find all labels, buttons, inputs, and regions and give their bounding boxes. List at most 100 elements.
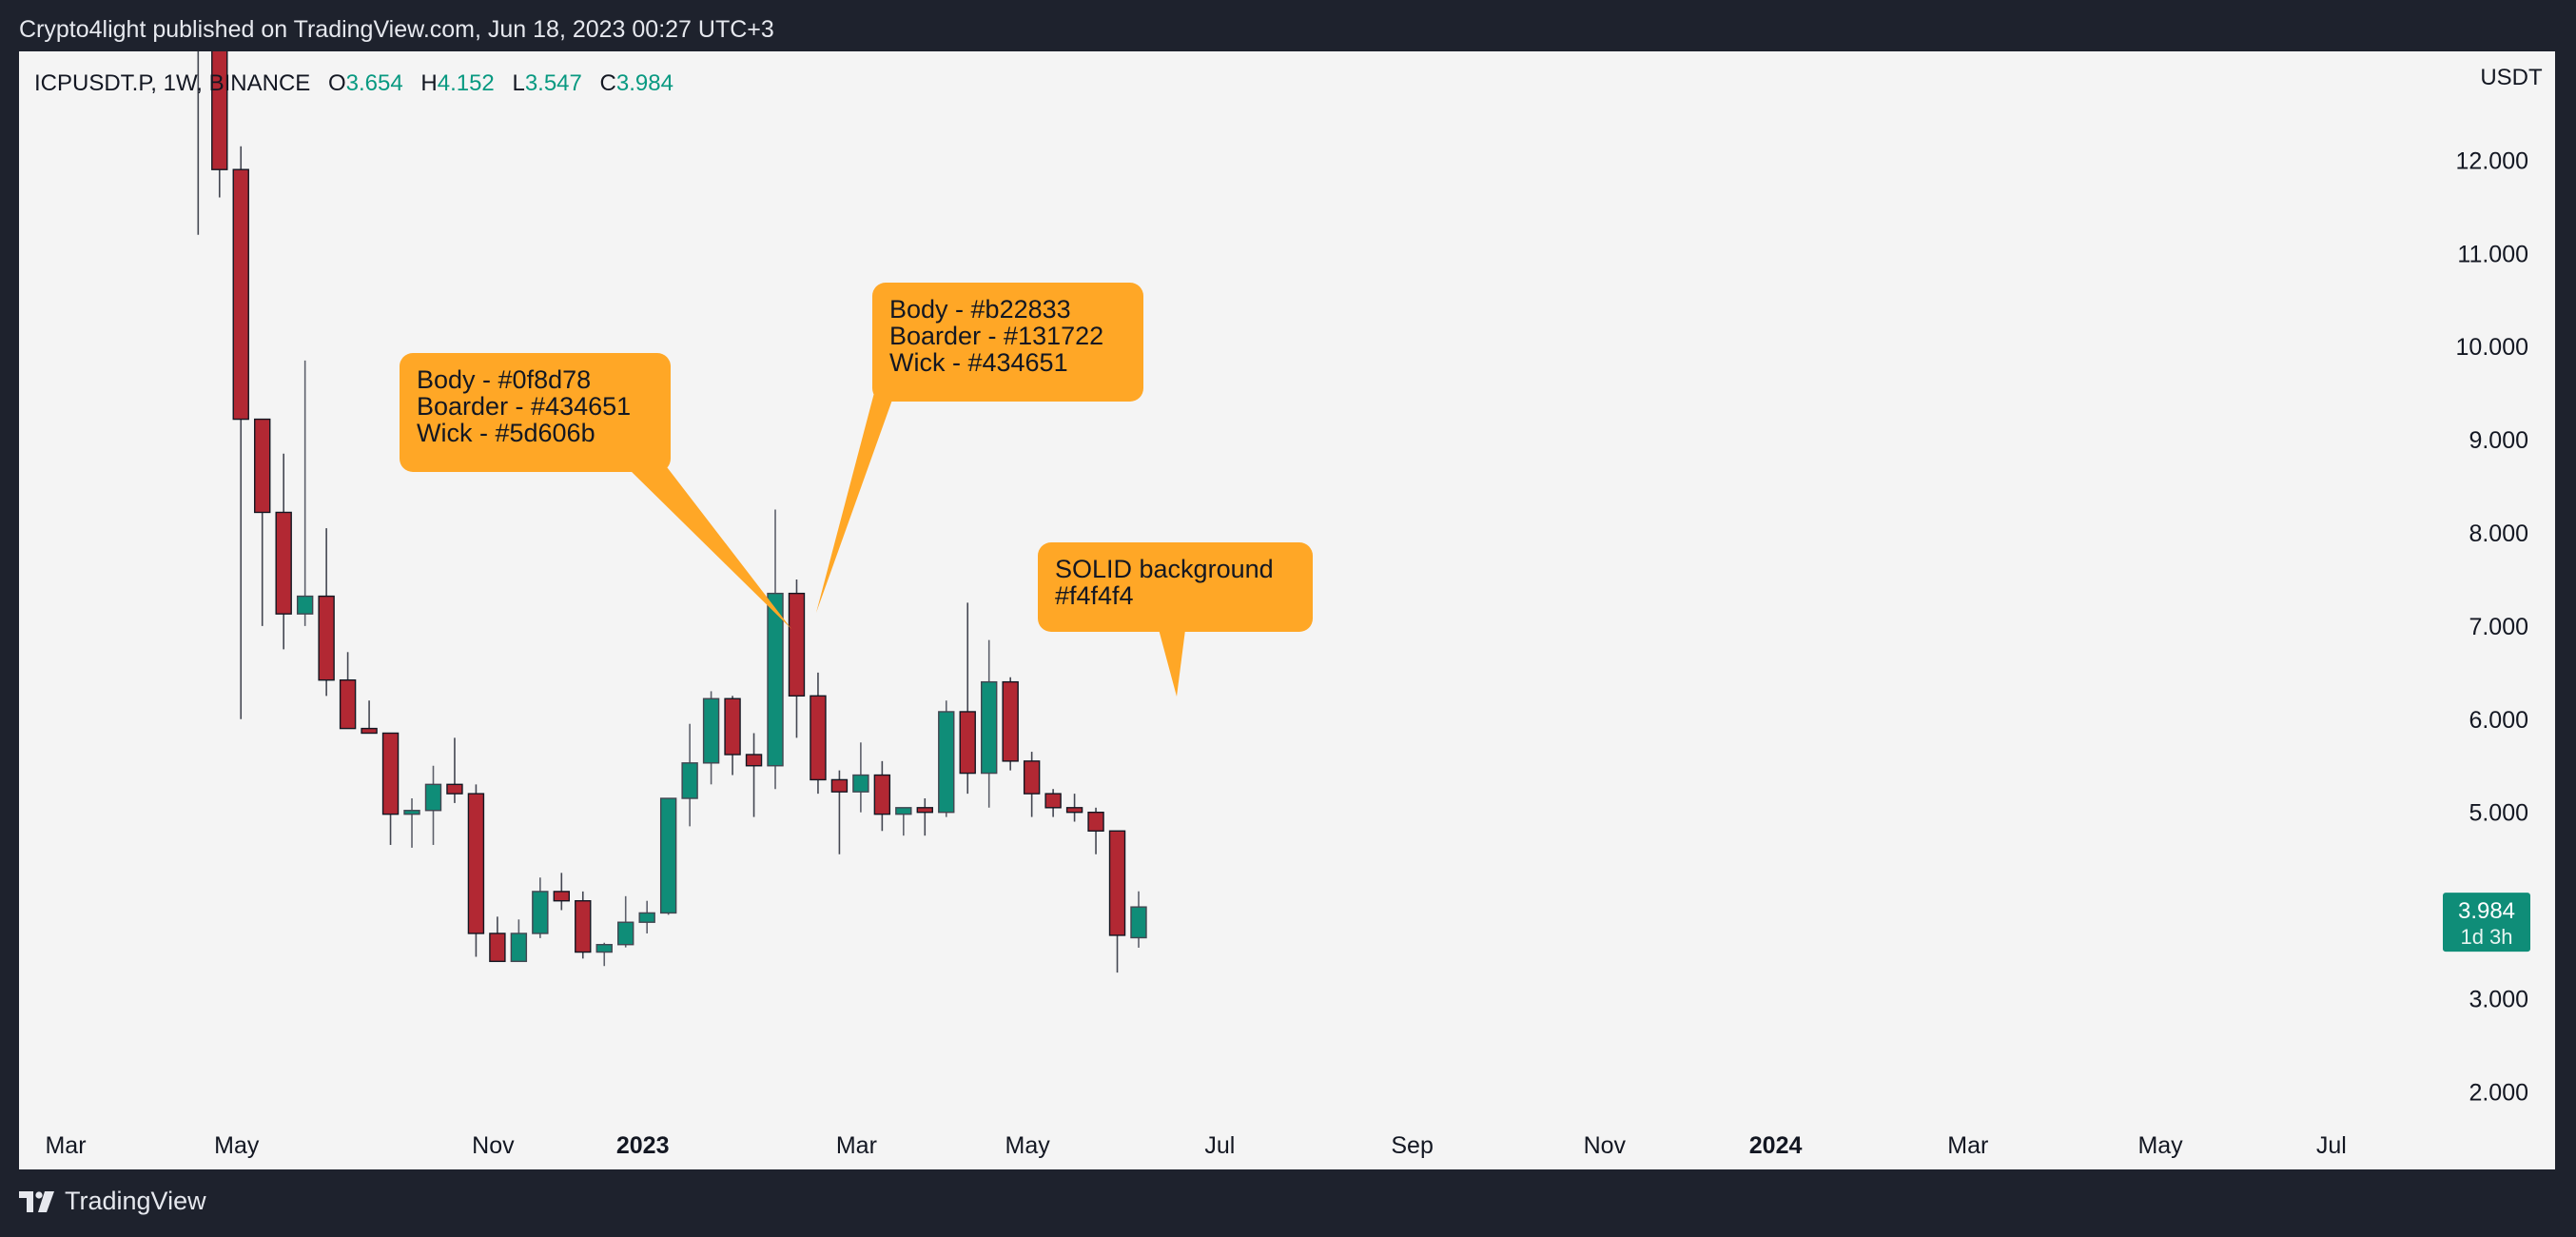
candle-body — [959, 711, 976, 775]
candle-body — [916, 807, 933, 814]
candle — [638, 900, 655, 933]
low-label: L — [512, 70, 525, 96]
candle-body — [702, 697, 720, 764]
publish-header: Crypto4light published on TradingView.co… — [0, 0, 2576, 51]
callout-text-line: SOLID background — [1055, 555, 1274, 583]
tradingview-logo[interactable]: TradingView — [19, 1187, 206, 1216]
candle — [1065, 794, 1083, 822]
candle-body — [446, 783, 463, 795]
candle — [830, 770, 849, 854]
candle-body — [830, 778, 849, 793]
price-tick-label: 10.000 — [2456, 334, 2528, 361]
price-tick-label: 5.000 — [2469, 800, 2528, 827]
price-tick-label: 8.000 — [2469, 520, 2528, 547]
callout-text-line: #f4f4f4 — [1055, 581, 1134, 610]
candle — [702, 691, 720, 785]
candle-body — [232, 168, 249, 421]
currency-label: USDT — [2480, 65, 2543, 90]
price-tick-label: 2.000 — [2469, 1079, 2528, 1106]
candle — [916, 798, 933, 836]
callout-text-line: Boarder - #434651 — [417, 392, 631, 421]
candle — [1108, 830, 1126, 973]
candle — [403, 798, 420, 848]
callout-text-line: Boarder - #131722 — [889, 322, 1103, 350]
candle-body — [339, 678, 357, 730]
candle — [361, 700, 378, 735]
chart-canvas[interactable]: USDT 12.000 11.000 10.000 9.000 8.000 7.000 6.… — [19, 51, 2555, 1169]
last-price-countdown: 1d 3h — [2460, 925, 2512, 949]
time-tick-label: Mar — [836, 1132, 877, 1159]
tradingview-logo-icon — [19, 1190, 54, 1212]
candle — [197, 51, 200, 235]
candle-body — [724, 697, 741, 756]
time-tick-label: Mar — [1947, 1132, 1988, 1159]
candle — [681, 723, 698, 827]
candle — [318, 528, 335, 697]
candle-body — [532, 891, 549, 934]
candle — [254, 418, 271, 626]
candle — [575, 891, 592, 959]
open-value: 3.654 — [345, 70, 403, 96]
publish-info: Crypto4light published on TradingView.co… — [19, 16, 774, 43]
candle-body — [617, 921, 634, 946]
last-price-value: 3.984 — [2458, 898, 2515, 924]
high-value: 4.152 — [437, 70, 495, 96]
symbol-legend: ICPUSDT.P, 1W, BINANCE O3.654 H4.152 L3.… — [34, 70, 685, 97]
candle-body — [873, 774, 891, 815]
candle — [510, 919, 528, 963]
candle — [446, 737, 463, 803]
candle — [617, 895, 634, 948]
candle — [1130, 891, 1147, 948]
candle — [211, 51, 228, 198]
chart-panel[interactable]: USDT 12.000 11.000 10.000 9.000 8.000 7.000 6.… — [19, 51, 2555, 1169]
candle-body — [1044, 793, 1062, 809]
candle — [767, 509, 784, 790]
candle — [532, 877, 549, 938]
last-price-box — [2443, 893, 2530, 952]
candle-body — [767, 592, 784, 767]
candle-body — [595, 944, 613, 953]
candle — [981, 639, 998, 808]
callout-pointer — [628, 460, 791, 629]
candle-body — [575, 900, 592, 953]
candle — [724, 696, 741, 776]
candle-body — [981, 680, 998, 775]
time-tick-label: 2023 — [616, 1132, 670, 1159]
time-tick-label: Jul — [2316, 1132, 2347, 1159]
close-label: C — [599, 70, 616, 96]
candle — [659, 797, 677, 915]
price-tick-label: 7.000 — [2469, 614, 2528, 640]
candle — [1023, 752, 1041, 817]
time-axis: Mar May Nov 2023 Mar May Jul Sep Nov 2024 Mar May Ju… — [45, 1132, 2346, 1159]
callout-background-note[interactable]: SOLID background#f4f4f4 — [1038, 542, 1313, 697]
high-label: H — [420, 70, 438, 96]
time-tick-label: 2024 — [1749, 1132, 1803, 1159]
candle-body — [895, 807, 912, 815]
candle — [1044, 789, 1062, 817]
time-tick-label: Sep — [1391, 1132, 1433, 1159]
candle-body — [745, 754, 763, 767]
candle-body — [553, 891, 571, 902]
price-tick-label: 9.000 — [2469, 427, 2528, 454]
time-tick-label: May — [1005, 1132, 1051, 1159]
candle-body — [211, 51, 228, 170]
candle-body — [659, 797, 677, 914]
candle — [810, 672, 827, 795]
candle-body — [275, 511, 292, 615]
candle — [381, 732, 400, 845]
candle — [959, 602, 976, 795]
footer-bar: TradingView — [0, 1169, 2576, 1237]
candle-body — [254, 418, 271, 514]
candle-body — [1065, 807, 1083, 814]
callout-text-line: Wick - #5d606b — [417, 419, 595, 447]
candle — [873, 760, 891, 832]
candle — [938, 700, 955, 817]
tradingview-brand: TradingView — [65, 1187, 206, 1215]
candle-body — [1087, 812, 1104, 832]
candle — [1087, 807, 1104, 854]
price-tick-label: 11.000 — [2457, 241, 2528, 267]
